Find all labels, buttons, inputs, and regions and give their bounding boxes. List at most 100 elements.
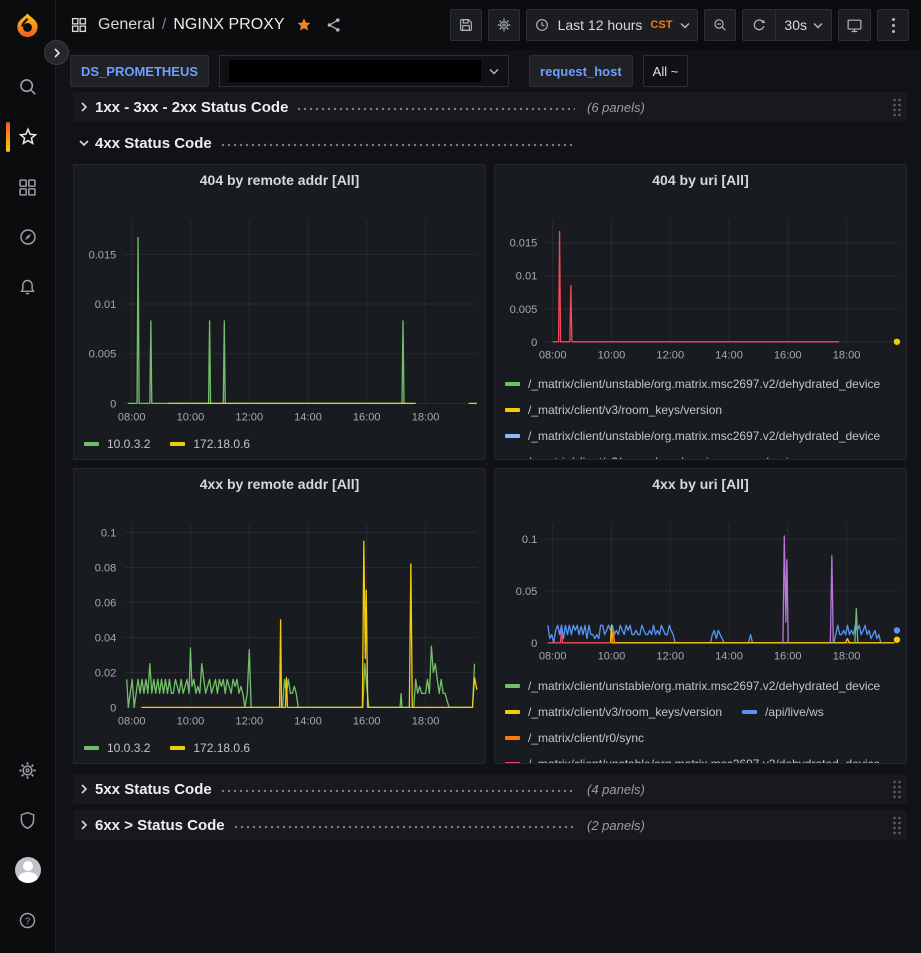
- legend-item[interactable]: /_matrix/client/r0/sync: [505, 731, 644, 745]
- timeseries-chart[interactable]: 00.0050.010.01508:0010:0012:0014:0016:00…: [74, 165, 485, 459]
- svg-text:0.01: 0.01: [95, 299, 117, 311]
- legend-item[interactable]: /_matrix/client/unstable/org.matrix.msc2…: [505, 377, 880, 391]
- variable-request-host-value: All ~: [643, 55, 689, 87]
- time-range-label: Last 12 hours: [558, 17, 643, 33]
- zoom-out-time-button[interactable]: [704, 9, 736, 41]
- refresh-icon: [751, 17, 767, 33]
- chevron-down-icon: [79, 138, 89, 148]
- breadcrumb-folder[interactable]: General: [98, 16, 155, 34]
- variable-label[interactable]: DS_PROMETHEUS: [70, 55, 209, 87]
- legend-swatch: [505, 762, 520, 764]
- legend-swatch: [505, 434, 520, 438]
- refresh-interval-picker[interactable]: 30s: [775, 9, 832, 41]
- variable-ds-prometheus: DS_PROMETHEUS: [70, 55, 209, 87]
- compass-icon: [17, 226, 39, 248]
- timeseries-chart[interactable]: 00.020.040.060.080.108:0010:0012:0014:00…: [74, 469, 485, 763]
- grafana-logo[interactable]: [0, 0, 55, 50]
- share-button[interactable]: [325, 16, 343, 34]
- svg-text:0.05: 0.05: [516, 586, 538, 598]
- tv-mode-button[interactable]: [838, 9, 871, 41]
- row-panel-count: (6 panels): [587, 100, 645, 115]
- row-title: 6xx > Status Code: [95, 817, 225, 834]
- variable-label[interactable]: request_host: [529, 55, 633, 87]
- variable-selected-value: All ~: [653, 64, 679, 79]
- svg-text:12:00: 12:00: [656, 350, 684, 362]
- row-drag-handle[interactable]: [892, 780, 901, 799]
- svg-text:0.06: 0.06: [95, 597, 117, 609]
- legend-item[interactable]: /_matrix/client/v3/room_keys/version: [505, 455, 722, 460]
- legend-item[interactable]: 10.0.3.2: [84, 437, 150, 451]
- more-options-button[interactable]: [877, 9, 909, 41]
- legend-label: 172.18.0.6: [193, 741, 250, 755]
- sidebar-item-server-admin[interactable]: [0, 797, 56, 843]
- chevron-down-icon: [813, 22, 823, 29]
- sidebar-item-dashboards[interactable]: [0, 164, 56, 210]
- variable-value-dropdown[interactable]: [219, 55, 509, 87]
- time-range-picker[interactable]: Last 12 hours CST: [526, 9, 699, 41]
- panel-title[interactable]: 4xx by remote addr [All]: [74, 476, 485, 492]
- sidebar-item-profile[interactable]: [0, 847, 56, 893]
- legend-item[interactable]: /api/live/ws: [742, 705, 824, 719]
- row-drag-handle[interactable]: [892, 816, 901, 835]
- breadcrumb-dashboard-title[interactable]: NGINX PROXY: [173, 16, 284, 34]
- legend-item[interactable]: /_matrix/client/unstable/org.matrix.msc2…: [505, 679, 880, 693]
- svg-text:08:00: 08:00: [118, 411, 146, 423]
- legend-row: /_matrix/client/unstable/org.matrix.msc2…: [505, 423, 902, 449]
- svg-text:0.1: 0.1: [101, 527, 116, 539]
- sidebar-expand-button[interactable]: [44, 40, 69, 65]
- panel-title[interactable]: 4xx by uri [All]: [495, 476, 906, 492]
- row-5xx[interactable]: 5xx Status Code (4 panels): [73, 774, 907, 804]
- breadcrumb-separator: /: [162, 16, 166, 34]
- sidebar-item-alerting[interactable]: [0, 264, 56, 310]
- sidebar-item-configuration[interactable]: [0, 747, 56, 793]
- row-4xx[interactable]: 4xx Status Code: [73, 128, 907, 158]
- panel-404-by-remote-addr: 404 by remote addr [All] 00.0050.010.015…: [73, 164, 486, 460]
- row-title: 4xx Status Code: [95, 135, 212, 152]
- panel-legend: 10.0.3.2 172.18.0.6: [84, 431, 481, 457]
- refresh-button[interactable]: [742, 9, 775, 41]
- sidebar-item-help[interactable]: ?: [0, 897, 56, 943]
- svg-text:18:00: 18:00: [833, 350, 861, 362]
- legend-item[interactable]: 10.0.3.2: [84, 741, 150, 755]
- row-title: 1xx - 3xx - 2xx Status Code: [95, 99, 288, 116]
- legend-item[interactable]: 172.18.0.6: [170, 437, 250, 451]
- panel-legend: 10.0.3.2 172.18.0.6: [84, 735, 481, 761]
- legend-item[interactable]: /_matrix/client/unstable/org.matrix.msc2…: [505, 429, 880, 443]
- shield-icon: [17, 810, 38, 831]
- sidebar-item-starred[interactable]: [0, 114, 56, 160]
- legend-swatch: [742, 710, 757, 714]
- legend-swatch: [505, 684, 520, 688]
- row-panel-count: (2 panels): [587, 818, 645, 833]
- legend-item[interactable]: /_matrix/client/v3/room_keys/version: [505, 403, 722, 417]
- legend-label: /_matrix/client/r0/sync: [528, 731, 644, 745]
- legend-item[interactable]: /sw.js: [742, 455, 794, 460]
- legend-item[interactable]: 172.18.0.6: [170, 741, 250, 755]
- svg-text:?: ?: [25, 916, 30, 927]
- sidebar-item-search[interactable]: [0, 64, 56, 110]
- favorite-star-button[interactable]: [295, 16, 313, 34]
- save-dashboard-button[interactable]: [450, 9, 482, 41]
- bell-icon: [17, 277, 38, 298]
- svg-text:16:00: 16:00: [774, 651, 802, 663]
- legend-row: 10.0.3.2 172.18.0.6: [84, 431, 481, 457]
- legend-item[interactable]: /_matrix/client/v3/room_keys/version: [505, 705, 722, 719]
- row-drag-handle[interactable]: [892, 98, 901, 117]
- refresh-interval-label: 30s: [784, 17, 807, 33]
- dashboard-settings-button[interactable]: [488, 9, 520, 41]
- legend-label: 10.0.3.2: [107, 437, 150, 451]
- row-1xx-3xx-2xx[interactable]: 1xx - 3xx - 2xx Status Code (6 panels): [73, 92, 907, 122]
- sidebar-item-explore[interactable]: [0, 214, 56, 260]
- panel-legend: /_matrix/client/unstable/org.matrix.msc2…: [505, 371, 902, 460]
- svg-text:0.04: 0.04: [95, 632, 117, 644]
- legend-label: /sw.js: [765, 455, 794, 460]
- star-icon: [17, 126, 39, 148]
- svg-text:0.015: 0.015: [510, 238, 538, 250]
- avatar: [15, 857, 41, 883]
- panel-title[interactable]: 404 by uri [All]: [495, 172, 906, 188]
- panel-grid: 404 by remote addr [All] 00.0050.010.015…: [73, 164, 907, 764]
- variable-value-dropdown[interactable]: All ~: [643, 55, 689, 87]
- legend-label: /_matrix/client/v3/room_keys/version: [528, 403, 722, 417]
- legend-item[interactable]: /_matrix/client/unstable/org.matrix.msc2…: [505, 757, 880, 764]
- row-6xx[interactable]: 6xx > Status Code (2 panels): [73, 810, 907, 840]
- panel-title[interactable]: 404 by remote addr [All]: [74, 172, 485, 188]
